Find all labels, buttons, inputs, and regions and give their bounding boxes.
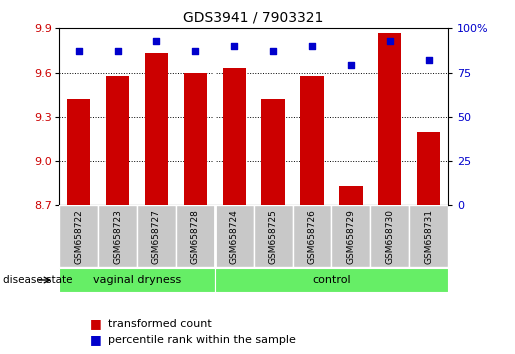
Text: percentile rank within the sample: percentile rank within the sample [108, 335, 296, 345]
Text: vaginal dryness: vaginal dryness [93, 275, 181, 285]
Text: GSM658724: GSM658724 [230, 209, 238, 264]
Text: disease state: disease state [3, 275, 72, 285]
Text: GSM658723: GSM658723 [113, 209, 122, 264]
Bar [59, 205, 98, 267]
Point [113, 48, 122, 54]
Point [75, 48, 83, 54]
Bar [300, 75, 323, 205]
Bar [176, 205, 215, 267]
Bar [370, 205, 409, 267]
Text: GSM658726: GSM658726 [307, 209, 316, 264]
Text: control: control [312, 275, 351, 285]
Point [152, 38, 161, 44]
Title: GDS3941 / 7903321: GDS3941 / 7903321 [183, 10, 324, 24]
Point [230, 43, 238, 49]
Bar [409, 205, 448, 267]
Bar [339, 186, 363, 205]
Text: GSM658728: GSM658728 [191, 209, 200, 264]
Bar [184, 73, 207, 205]
Bar [253, 205, 293, 267]
Point [191, 48, 199, 54]
Bar [215, 205, 253, 267]
Text: GSM658722: GSM658722 [74, 209, 83, 264]
Bar [67, 99, 90, 205]
Text: GSM658725: GSM658725 [269, 209, 278, 264]
Point [308, 43, 316, 49]
Bar [262, 99, 285, 205]
Bar [215, 268, 448, 292]
Bar [98, 205, 137, 267]
Text: GSM658729: GSM658729 [347, 209, 355, 264]
Bar [137, 205, 176, 267]
Point [269, 48, 277, 54]
Text: GSM658727: GSM658727 [152, 209, 161, 264]
Bar [59, 268, 215, 292]
Text: transformed count: transformed count [108, 319, 212, 329]
Bar [417, 132, 440, 205]
Bar [222, 68, 246, 205]
Bar [378, 33, 401, 205]
Bar [106, 75, 129, 205]
Bar [293, 205, 332, 267]
Bar [332, 205, 370, 267]
Text: ■: ■ [90, 318, 102, 330]
Point [347, 63, 355, 68]
Point [424, 57, 433, 63]
Text: GSM658731: GSM658731 [424, 209, 433, 264]
Bar [145, 53, 168, 205]
Text: ■: ■ [90, 333, 102, 346]
Point [386, 38, 394, 44]
Text: GSM658730: GSM658730 [385, 209, 394, 264]
